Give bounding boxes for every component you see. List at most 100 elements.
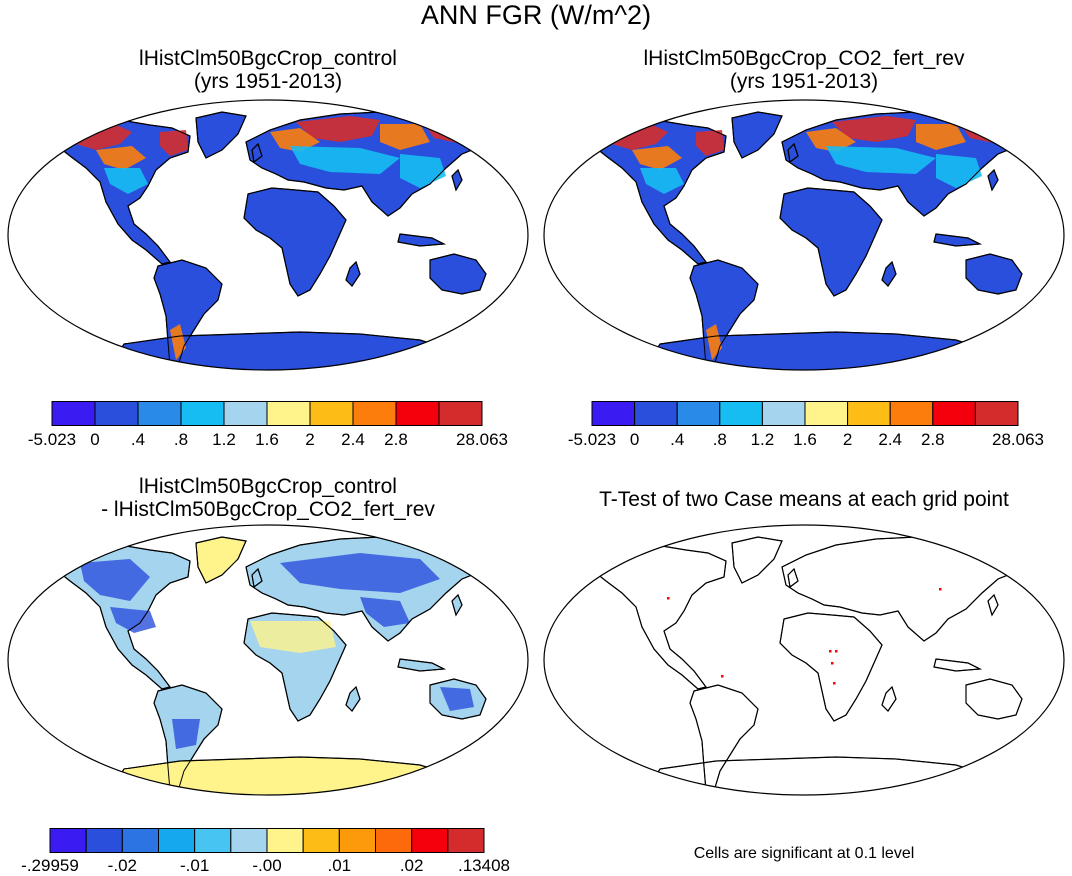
colorbar-swatch: [889, 401, 934, 426]
map-border: [543, 524, 1065, 796]
coastline-south-america: [689, 259, 759, 367]
colorbar-swatch: [395, 401, 440, 426]
colorbar-swatch: [194, 828, 232, 853]
value-region: [832, 116, 916, 142]
colorbar-tick-label: .13408: [458, 856, 510, 875]
coastline-uk: [787, 143, 799, 163]
panel-title-line1: lHistClm50BgcCrop_CO2_fert_rev: [643, 47, 965, 70]
value-region: [440, 687, 474, 711]
value-region: [196, 541, 240, 579]
panel-title-line2: (yrs 1951-2013): [729, 70, 879, 93]
colorbar-tick-label: .4: [670, 430, 685, 449]
colorbar-tick-label: 28.063: [992, 430, 1044, 449]
colorbar-tick-label: 0: [90, 430, 100, 449]
colorbar-tick-label: 28.063: [456, 430, 508, 449]
panel-title-line2: - lHistClm50BgcCrop_CO2_fert_rev: [101, 498, 435, 521]
coastline-north-america: [54, 119, 191, 265]
coastline-africa: [779, 187, 883, 297]
coastline-greenland: [731, 111, 783, 159]
colorbar-swatch: [51, 401, 96, 426]
colorbar-difference: [49, 828, 485, 853]
coastline-south-america: [153, 684, 223, 792]
colorbar-tick-label: -.00: [252, 856, 282, 875]
coastline-africa: [779, 612, 883, 722]
map-co2-fert-rev: [543, 99, 1065, 371]
coastline-indonesia: [933, 233, 982, 247]
colorbar-tick-label: .02: [399, 856, 424, 875]
value-region: [250, 621, 336, 653]
ocean: [544, 525, 1064, 795]
colorbar-tick-label: 2: [305, 430, 315, 449]
value-region: [80, 559, 150, 601]
panel-title-bottom-right: T-Test of two Case means at each grid po…: [536, 488, 1072, 511]
panel-title-line2: (yrs 1951-2013): [193, 70, 343, 93]
coastline-africa: [243, 612, 347, 722]
colorbar-swatch: [438, 401, 483, 426]
coastline-madagascar: [881, 261, 897, 287]
coastline-uk: [787, 568, 799, 588]
significant-cell: [939, 588, 942, 591]
colorbar-swatch: [223, 401, 268, 426]
colorbar-swatch: [411, 828, 449, 853]
colorbar-tick-label: 1.6: [255, 430, 279, 449]
colorbar-tick-label: 2.8: [920, 430, 945, 449]
figure-title: ANN FGR (W/m^2): [420, 0, 652, 30]
coastline-north-america: [590, 544, 727, 690]
map-border: [543, 99, 1065, 371]
coastline-madagascar: [345, 686, 361, 712]
value-region: [280, 553, 440, 593]
coastline-north-america: [54, 544, 191, 690]
coastline-greenland: [195, 536, 247, 584]
coastline-greenland: [731, 536, 783, 584]
coastline-greenland: [195, 111, 247, 159]
colorbar-swatch: [352, 401, 397, 426]
panel-title-bottom-left: lHistClm50BgcCrop_control - lHistClm50Bg…: [0, 475, 536, 521]
colorbar-tick-label: -.29959: [21, 856, 79, 875]
coastline-australia: [965, 253, 1023, 295]
colorbar-swatch: [974, 401, 1019, 426]
colorbar-tick-label: -5.023: [27, 430, 77, 449]
value-region: [916, 124, 966, 150]
coastline-japan: [987, 594, 999, 617]
value-region: [124, 767, 440, 793]
coastline-indonesia: [397, 233, 446, 247]
colorbar-tick-label: 1.2: [750, 430, 775, 449]
colorbar-swatch: [591, 401, 636, 426]
coastline-madagascar: [345, 261, 361, 287]
coastline-japan: [451, 169, 463, 192]
colorbar-swatch: [266, 828, 304, 853]
colorbar-tick-label: -5.023: [567, 430, 617, 449]
map-difference: [7, 524, 529, 796]
coastline-south-america: [153, 259, 223, 367]
colorbar-tick-label: 0: [629, 430, 640, 449]
value-region: [104, 168, 148, 194]
panel-title-top-right: lHistClm50BgcCrop_CO2_fert_rev (yrs 1951…: [536, 47, 1072, 93]
value-region: [290, 146, 400, 174]
coastline-japan: [987, 169, 999, 192]
map-control: [7, 99, 529, 371]
colorbar-tick-label: 1.2: [212, 430, 236, 449]
coastline-australia: [429, 253, 487, 295]
map-ttest: [543, 524, 1065, 796]
colorbar-tick-label: 2.8: [384, 430, 408, 449]
colorbar-swatch: [375, 828, 413, 853]
colorbar-control: [51, 401, 483, 426]
colorbar-swatch: [94, 401, 139, 426]
colorbar-swatch: [180, 401, 225, 426]
coastline-south-america: [689, 684, 759, 792]
significance-note: Cells are significant at 0.1 level: [693, 845, 915, 862]
colorbar-swatch: [302, 828, 340, 853]
colorbar-swatch: [137, 401, 182, 426]
map-border: [7, 524, 529, 796]
coastline-indonesia: [933, 658, 982, 672]
colorbar-swatch: [85, 828, 123, 853]
colorbar-swatch: [121, 828, 160, 853]
colorbar-swatch: [338, 828, 377, 853]
colorbar-tick-label: 2.4: [878, 430, 903, 449]
colorbar-labels-difference: -.29959 -.02 -.01 -.00 .01 .02 .13408: [21, 856, 510, 876]
panel-title-top-left: lHistClm50BgcCrop_control (yrs 1951-2013…: [0, 47, 536, 93]
value-region: [296, 116, 380, 142]
colorbar-swatch: [266, 401, 311, 426]
map-border: [7, 99, 529, 371]
colorbar-swatch: [158, 828, 196, 853]
